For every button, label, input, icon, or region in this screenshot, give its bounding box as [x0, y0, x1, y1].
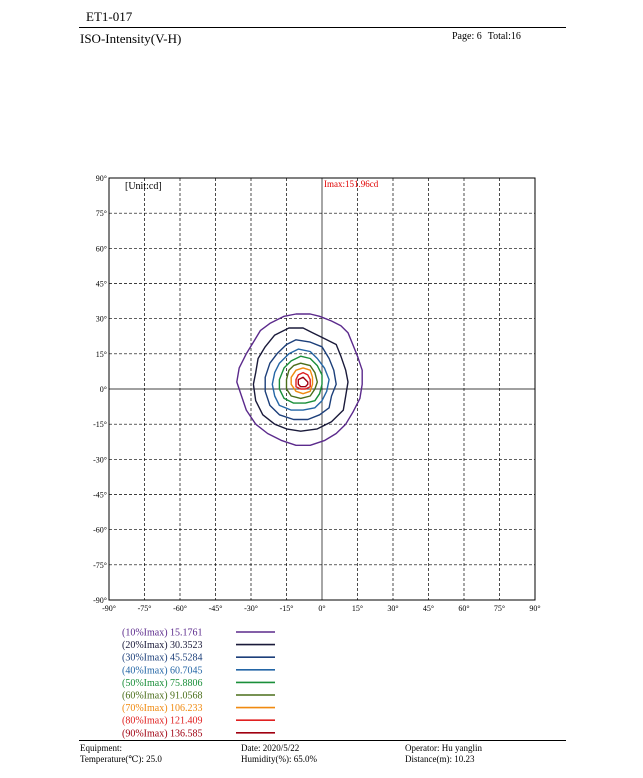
document-id: ET1-017: [86, 9, 133, 24]
contours: [236, 313, 363, 446]
legend-entry-label: (90%Imax) 136.585: [122, 728, 203, 739]
page-info: Page: 6 Total:16: [452, 31, 521, 42]
date-label: Date: 2020/5/22: [241, 743, 300, 753]
x-tick-label: 90°: [529, 604, 540, 613]
legend-entry-label: (80%Imax) 121.409: [122, 716, 203, 727]
x-tick-label: 15°: [352, 604, 363, 613]
iso-contour: [252, 327, 349, 432]
x-tick-label: 30°: [387, 604, 398, 613]
x-tick-label: -75°: [138, 604, 152, 613]
x-tick-label: 0°: [318, 604, 325, 613]
iso-contour: [278, 355, 323, 404]
y-tick-label: 0°: [100, 385, 107, 394]
unit-label: [Unit:cd]: [125, 181, 162, 192]
iso-contour: [297, 376, 309, 388]
legend-entry-label: (60%Imax) 91.0568: [122, 691, 203, 702]
x-tick-label: 60°: [458, 604, 469, 613]
x-tick-label: -15°: [280, 604, 294, 613]
x-tick-label: -45°: [209, 604, 223, 613]
operator-label: Operator: Hu yanglin: [405, 743, 482, 753]
iso-contour: [271, 348, 330, 411]
x-tick-label: -90°: [102, 604, 116, 613]
humidity-label: Humidity(%): 65.0%: [241, 754, 317, 764]
y-tick-label: -45°: [93, 491, 107, 500]
legend-entry-label: (20%Imax) 30.3523: [122, 640, 203, 651]
y-tick-label: 75°: [96, 209, 107, 218]
report-title: ISO-Intensity(V-H): [80, 31, 182, 46]
equipment-label: Equipment:: [80, 743, 122, 753]
iso-contour: [285, 362, 318, 400]
iso-contour: [290, 367, 314, 395]
axes: [109, 178, 535, 600]
iso-contour: [264, 339, 337, 421]
y-tick-label: 15°: [96, 350, 107, 359]
iso-contour: [295, 371, 311, 390]
y-tick-label: 45°: [96, 280, 107, 289]
y-tick-label: 60°: [96, 244, 107, 253]
y-tick-label: -75°: [93, 561, 107, 570]
tick-labels: -90° -75° -60° -45° -30° -15° 0° 15° 30° 45° 60° 75…: [93, 174, 540, 613]
iso-contour: [236, 313, 363, 446]
legend: (10%Imax) 15.1761(20%Imax) 30.3523 (30%Im…: [122, 628, 275, 739]
legend-entry-label: (70%Imax) 106.233: [122, 703, 203, 714]
y-tick-label: 30°: [96, 315, 107, 324]
y-tick-label: -90°: [93, 596, 107, 605]
header-rule: [79, 27, 566, 28]
x-tick-label: 45°: [423, 604, 434, 613]
legend-entry-label: (10%Imax) 15.1761: [122, 628, 203, 639]
y-tick-label: 90°: [96, 174, 107, 183]
temperature-label: Temperature(℃): 25.0: [80, 754, 162, 764]
legend-entry-label: (50%Imax) 75.8806: [122, 678, 203, 689]
page-total: Total:16: [487, 31, 521, 42]
page-number: Page: 6: [452, 31, 482, 42]
y-tick-label: -60°: [93, 526, 107, 535]
x-tick-label: 75°: [494, 604, 505, 613]
legend-entry-label: (30%Imax) 45.5284: [122, 653, 203, 664]
footer-rule: [79, 740, 566, 741]
y-tick-label: -30°: [93, 455, 107, 464]
legend-entry-label: (40%Imax) 60.7045: [122, 665, 203, 676]
y-tick-label: -15°: [93, 420, 107, 429]
imax-label: Imax:151.96cd: [324, 179, 379, 189]
iso-intensity-chart: -90° -75° -60° -45° -30° -15° 0° 15° 30° 45° 60° 75…: [93, 174, 540, 739]
distance-label: Distance(m): 10.23: [405, 754, 475, 764]
x-tick-label: -30°: [244, 604, 258, 613]
x-tick-label: -60°: [173, 604, 187, 613]
